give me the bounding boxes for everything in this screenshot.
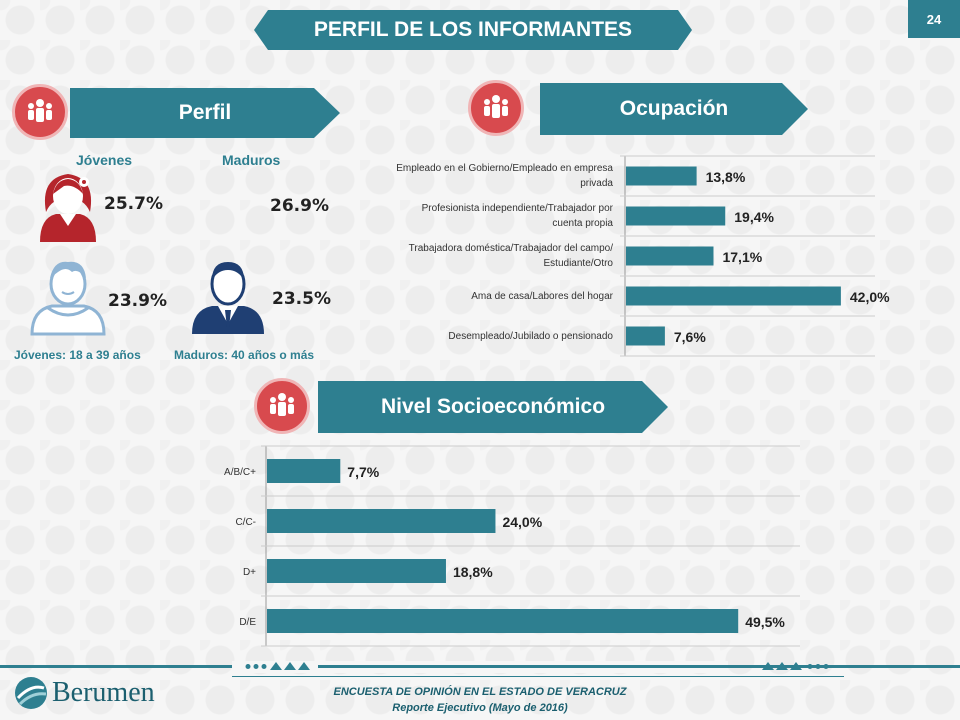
section-ocupacion-banner: Ocupación <box>540 83 808 135</box>
section-perfil-banner: Perfil <box>70 88 340 138</box>
people-group-icon <box>12 84 68 140</box>
hombre-joven-pct: 23.9% <box>108 291 167 311</box>
category-label: Ama de casa/Labores del hogar <box>471 291 613 302</box>
data-label: 13,8% <box>706 169 746 185</box>
data-label: 49,5% <box>745 614 785 630</box>
bar <box>626 246 714 266</box>
data-label: 19,4% <box>734 209 774 225</box>
section-nivel-banner: Nivel Socioeconómico <box>318 381 668 433</box>
nivel-chart: A/B/C+ 7,7% C/C- 24,0% D+ 18,8% D/E 49,5% <box>224 445 800 647</box>
data-label: 7,6% <box>674 329 706 345</box>
maduros-caption: Maduros: 40 años o más <box>174 348 315 362</box>
woman-icon <box>34 168 102 247</box>
berumen-logo-text: Berumen <box>52 677 155 708</box>
man-in-suit-icon <box>188 256 268 341</box>
bar <box>626 166 697 186</box>
category-label: Empleado en el Gobierno/Empleado en empr… <box>396 163 613 189</box>
jovenes-caption: Jóvenes: 18 a 39 años <box>14 348 141 362</box>
bar <box>267 459 341 483</box>
category-label: A/B/C+ <box>224 467 256 478</box>
mujer-joven-pct: 25.7% <box>104 194 163 214</box>
data-label: 17,1% <box>722 249 762 265</box>
category-label: Desempleado/Jubilado o pensionado <box>448 331 613 342</box>
category-label: C/C- <box>235 517 256 528</box>
hombre-maduro-pct: 23.5% <box>272 289 331 309</box>
berumen-logo: Berumen <box>14 676 155 710</box>
category-label: D/E <box>239 617 256 628</box>
footer-line1: ENCUESTA DE OPINIÓN EN EL ESTADO DE VERA… <box>333 686 627 698</box>
bar <box>267 559 446 583</box>
people-group-icon <box>468 80 524 136</box>
people-group-icon <box>254 378 310 434</box>
data-label: 7,7% <box>347 464 379 480</box>
ocupacion-chart: Empleado en el Gobierno/Empleado en empr… <box>396 155 890 357</box>
category-label: Trabajadora doméstica/Trabajador del cam… <box>409 243 614 269</box>
young-man-icon <box>28 256 108 341</box>
bar <box>267 609 739 633</box>
bar <box>267 509 496 533</box>
bar <box>626 206 726 226</box>
maduros-label: Maduros <box>222 152 281 168</box>
bar <box>626 286 841 306</box>
mujer-madura-pct: 26.9% <box>270 196 329 216</box>
category-label: Profesionista independiente/Trabajador p… <box>422 203 614 229</box>
bar <box>626 326 665 346</box>
data-label: 42,0% <box>850 289 890 305</box>
category-label: D+ <box>243 567 256 578</box>
page-title: PERFIL DE LOS INFORMANTES <box>254 10 692 50</box>
data-label: 18,8% <box>453 564 493 580</box>
data-label: 24,0% <box>502 514 542 530</box>
page-number: 24 <box>908 0 960 38</box>
footer-divider <box>0 661 960 677</box>
berumen-logo-mark <box>15 677 47 709</box>
jovenes-label: Jóvenes <box>76 152 133 168</box>
footer-line2: Reporte Ejecutivo (Mayo de 2016) <box>392 702 568 714</box>
